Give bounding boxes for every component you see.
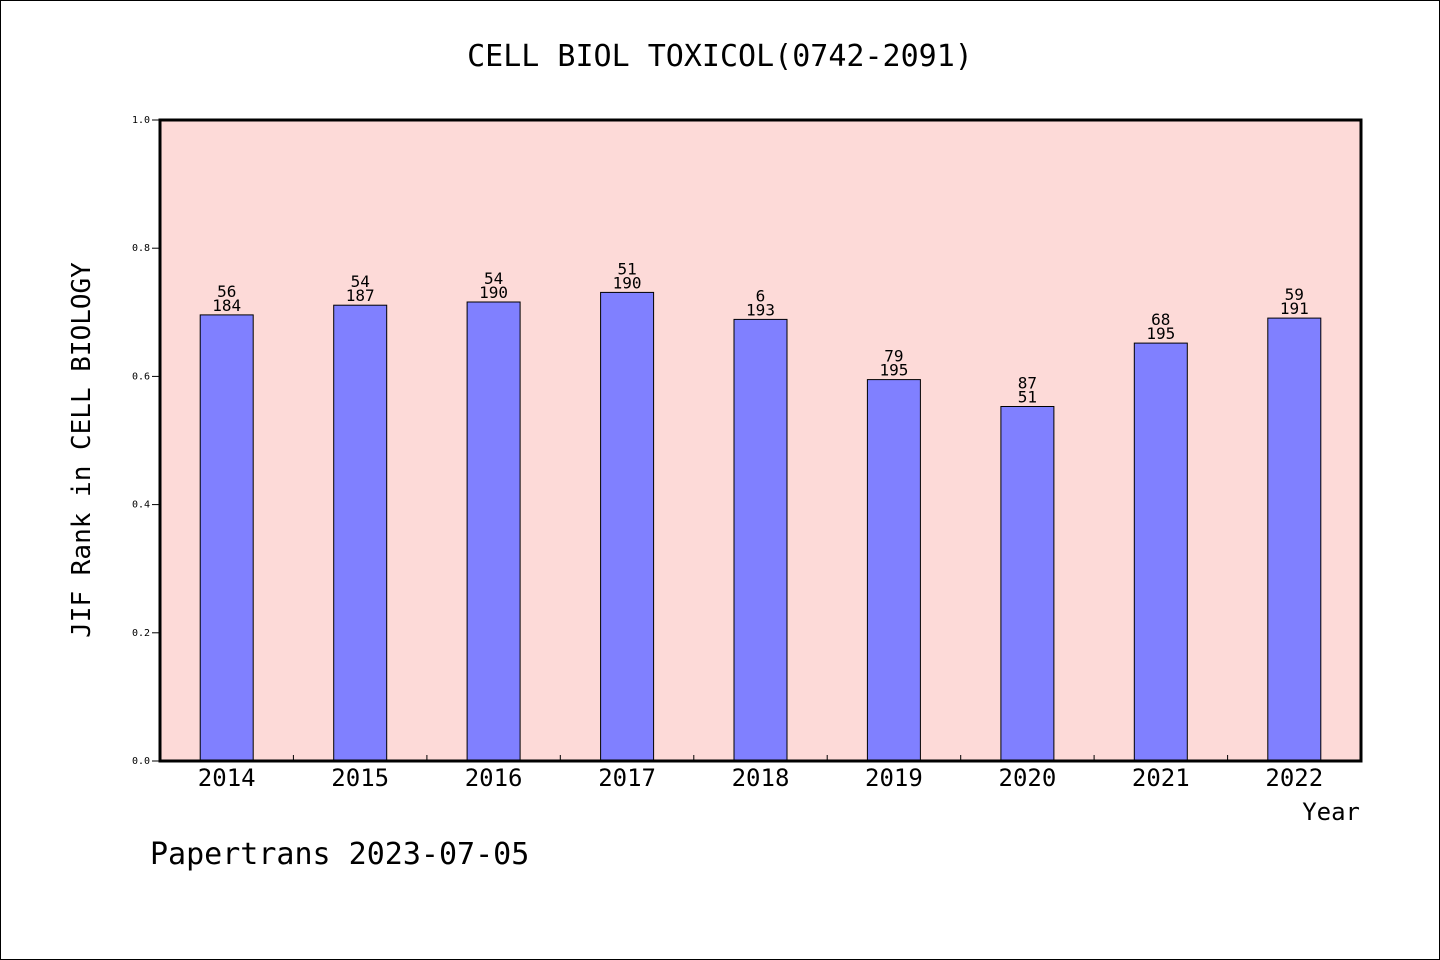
x-tick-label: 2018 [732, 764, 790, 792]
chart-title: CELL BIOL TOXICOL(0742-2091) [467, 39, 973, 74]
bar-2019 [866, 379, 921, 762]
bar-label-top: 59 [1285, 285, 1304, 304]
y-tick-label: 0.2 [132, 628, 150, 639]
x-tick-label: 2019 [865, 764, 923, 792]
bar-label-top: 6 [756, 286, 766, 305]
y-axis-label: JIF Rank in CELL BIOLOGY [67, 262, 97, 638]
bar-label-top: 54 [351, 272, 370, 291]
x-tick-label: 2021 [1132, 764, 1190, 792]
bar-label-top: 87 [1018, 374, 1037, 393]
bar-label-top: 54 [484, 269, 503, 288]
bar-label-top: 68 [1151, 310, 1170, 329]
bar-2018 [733, 318, 788, 762]
y-tick-label: 1.0 [132, 115, 150, 126]
x-tick-label: 2016 [465, 764, 523, 792]
bar-label-bottom: 195 [879, 361, 908, 380]
x-tick-label: 2022 [1265, 764, 1323, 792]
bar-label-bottom: 190 [613, 273, 642, 292]
y-tick-label: 0.4 [132, 500, 150, 511]
plot-border [158, 118, 1363, 763]
x-tick-label: 2020 [999, 764, 1057, 792]
x-tick-label: 2015 [331, 764, 389, 792]
bar-2014 [199, 314, 254, 762]
bar-label-bottom: 184 [212, 296, 241, 315]
bar-label-top: 51 [617, 259, 636, 278]
bar-2015 [333, 304, 388, 762]
bar-label-bottom: 191 [1280, 299, 1309, 318]
y-tick-label: 0.8 [132, 243, 150, 254]
bar-2021 [1133, 342, 1188, 762]
bar-label-bottom: 190 [479, 283, 508, 302]
bar-2022 [1267, 317, 1322, 762]
bar-label-bottom: 193 [746, 300, 775, 319]
footer-credit: Papertrans 2023-07-05 [150, 837, 529, 872]
y-tick-label: 0.0 [132, 756, 150, 767]
bar-label-bottom: 195 [1146, 324, 1175, 343]
bar-2016 [466, 301, 521, 762]
bar-label-top: 79 [884, 347, 903, 366]
bar-label-bottom: 51 [1018, 388, 1037, 407]
y-tick-label: 0.6 [132, 371, 150, 382]
x-tick-label: 2014 [198, 764, 256, 792]
bar-2017 [600, 291, 655, 762]
bar-label-top: 56 [217, 282, 236, 301]
x-tick-label: 2017 [598, 764, 656, 792]
bar-2020 [1000, 406, 1055, 762]
bar-label-bottom: 187 [346, 286, 375, 305]
x-axis-label: Year [1302, 798, 1360, 826]
